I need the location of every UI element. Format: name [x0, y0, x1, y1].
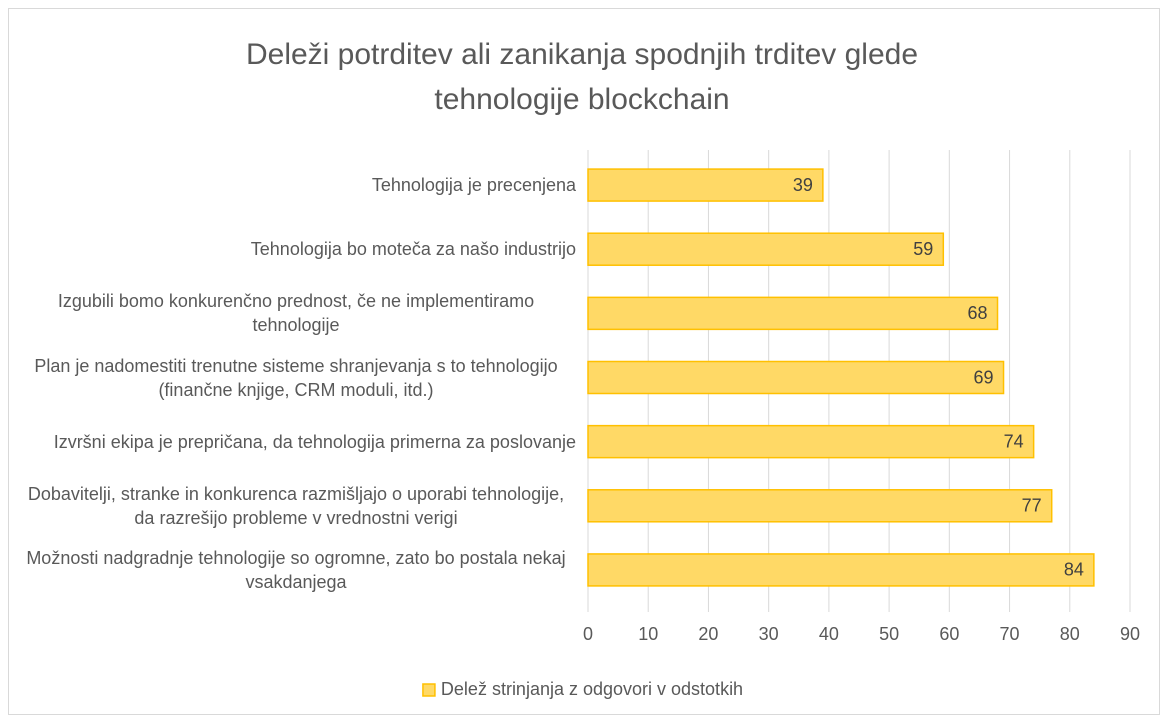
category-label-box: Možnosti nadgradnje tehnologije so ogrom… [10, 540, 576, 600]
x-tick-label: 40 [819, 624, 839, 644]
chart-title: Deleži potrditev ali zanikanja spodnjih … [245, 38, 919, 116]
category-label-box: Plan je nadomestiti trenutne sisteme shr… [10, 348, 576, 408]
bar [587, 424, 1035, 459]
bar [587, 360, 1005, 395]
category-label-box: Izvršni ekipa je prepričana, da tehnolog… [10, 412, 576, 472]
data-label: 74 [1004, 431, 1024, 451]
x-tick-label: 30 [759, 624, 779, 644]
data-label: 68 [967, 303, 987, 323]
x-tick-label: 50 [879, 624, 899, 644]
category-label-box: Tehnologija je precenjena [10, 155, 576, 215]
data-label: 39 [793, 175, 813, 195]
data-label: 59 [913, 239, 933, 259]
bar [587, 553, 1095, 587]
bar [587, 168, 824, 202]
data-label: 77 [1022, 496, 1042, 516]
data-label: 69 [974, 367, 994, 387]
category-label-box: Tehnologija bo moteča za našo industrijo [10, 219, 576, 279]
y-tick-label: Dobavitelji, stranke in konkurenca razmi… [27, 483, 565, 528]
y-tick-label: Tehnologija bo moteča za našo industrijo [250, 239, 576, 260]
category-label-box: Izgubili bomo konkurenčno prednost, če n… [10, 283, 576, 343]
x-tick-label: 90 [1120, 624, 1140, 644]
y-tick-label: Izvršni ekipa je prepričana, da tehnolog… [53, 431, 576, 452]
x-tick-label: 70 [1000, 624, 1020, 644]
y-tick-label: Plan je nadomestiti trenutne sisteme shr… [34, 355, 558, 400]
y-tick-label: Tehnologija je precenjena [371, 175, 576, 196]
x-tick-label: 60 [939, 624, 959, 644]
x-tick-label: 0 [583, 624, 593, 644]
y-tick-label: Izgubili bomo konkurenčno prednost, če n… [57, 291, 535, 336]
data-label: 84 [1064, 560, 1084, 580]
x-tick-label: 20 [698, 624, 718, 644]
category-label-box: Dobavitelji, stranke in konkurenca razmi… [10, 476, 576, 536]
legend-swatch [422, 683, 436, 697]
bar [587, 232, 945, 266]
legend-label: Delež strinjanja z odgovori v odstotkih [441, 679, 743, 699]
x-tick-label: 80 [1060, 624, 1080, 644]
x-tick-label: 10 [638, 624, 658, 644]
bar [587, 489, 1053, 523]
bar [587, 296, 999, 331]
y-tick-label: Možnosti nadgradnje tehnologije so ogrom… [26, 547, 566, 592]
